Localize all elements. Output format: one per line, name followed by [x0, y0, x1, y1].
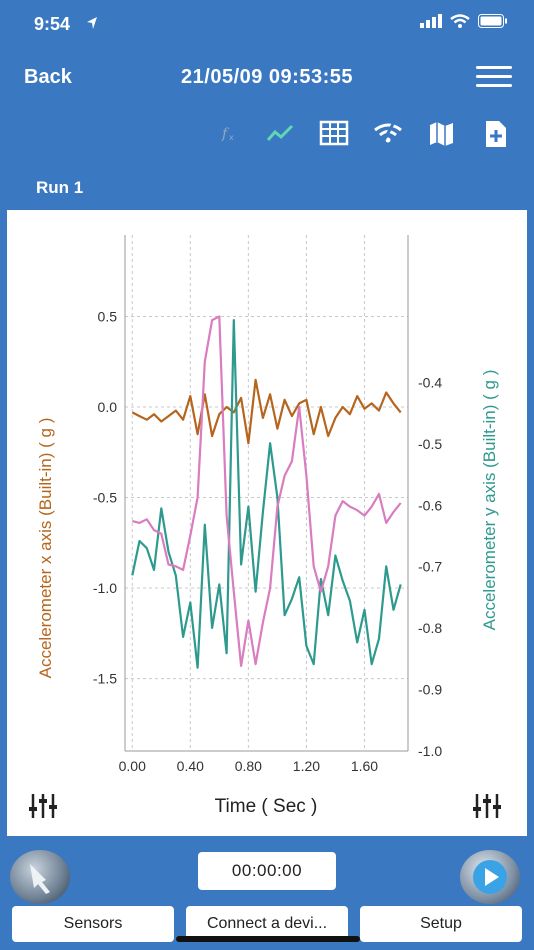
y-tick-label-right: -0.6 — [418, 497, 442, 513]
map-icon[interactable] — [426, 118, 458, 150]
x-tick-label: 0.40 — [177, 758, 204, 774]
y-tick-label-right: -0.9 — [418, 682, 442, 698]
y-axis-left-label: Accelerometer x axis (Built-in) ( g ) — [36, 418, 55, 679]
timer-display: 00:00:00 — [198, 852, 336, 890]
series-line-2 — [131, 318, 402, 669]
setup-button[interactable]: Setup — [360, 906, 522, 942]
wifi-signal-icon[interactable] — [372, 118, 404, 150]
svg-text:x: x — [229, 133, 234, 142]
sensors-button[interactable]: Sensors — [12, 906, 174, 942]
chart: 0.00 0.40 0.80 1.20 1.60 0.5 0.0 -0.5 -1.0 -1.5 -0… — [29, 235, 501, 818]
add-file-icon[interactable] — [480, 118, 512, 150]
run-label: Run 1 — [36, 178, 84, 197]
x-tick-label: 1.60 — [351, 758, 378, 774]
y-tick-label-left: 0.5 — [98, 308, 118, 324]
status-bar: 9:54 — [0, 0, 534, 50]
svg-text:f: f — [221, 126, 230, 142]
chart-panel: 0.00 0.40 0.80 1.20 1.60 0.5 0.0 -0.5 -1.0 -1.5 -0… — [7, 210, 527, 836]
wifi-icon — [450, 14, 470, 33]
page-title: 21/05/09 09:53:55 — [181, 66, 353, 88]
series-line-3 — [132, 315, 402, 667]
y-tick-label-right: -0.8 — [418, 620, 442, 636]
navigation-bar: Back 21/05/09 09:53:55 — [0, 50, 534, 104]
x-tick-label: 0.80 — [235, 758, 262, 774]
location-arrow-icon — [86, 16, 98, 35]
y-tick-label-left: -1.0 — [93, 580, 117, 596]
left-adjust-icon[interactable] — [29, 794, 57, 818]
right-adjust-icon[interactable] — [473, 794, 501, 818]
y-tick-label-right: -0.7 — [418, 559, 442, 575]
hand-pointer-button[interactable] — [10, 850, 70, 904]
y-axis-right-label: Accelerometer y axis (Built-in) ( g ) — [480, 370, 499, 631]
play-button[interactable] — [460, 850, 520, 904]
x-tick-label: 1.20 — [293, 758, 320, 774]
cellular-signal-icon — [420, 14, 442, 33]
y-tick-label-left: -1.5 — [93, 671, 117, 687]
battery-icon — [478, 14, 508, 33]
home-indicator — [176, 936, 360, 942]
table-icon[interactable] — [318, 118, 350, 150]
back-button[interactable]: Back — [24, 66, 72, 88]
y-tick-label-right: -0.5 — [418, 436, 442, 452]
y-tick-label-left: 0.0 — [98, 399, 118, 415]
x-axis-label: Time ( Sec ) — [215, 796, 318, 817]
y-tick-label-left: -0.5 — [93, 490, 117, 506]
series-line-1 — [131, 378, 402, 445]
x-tick-label: 0.00 — [119, 758, 146, 774]
y-tick-label-right: -0.4 — [418, 374, 442, 390]
line-chart-icon[interactable] — [264, 118, 296, 150]
y-tick-label-right: -1.0 — [418, 743, 442, 759]
clock: 9:54 — [34, 14, 71, 34]
hamburger-menu-icon[interactable] — [476, 64, 512, 90]
